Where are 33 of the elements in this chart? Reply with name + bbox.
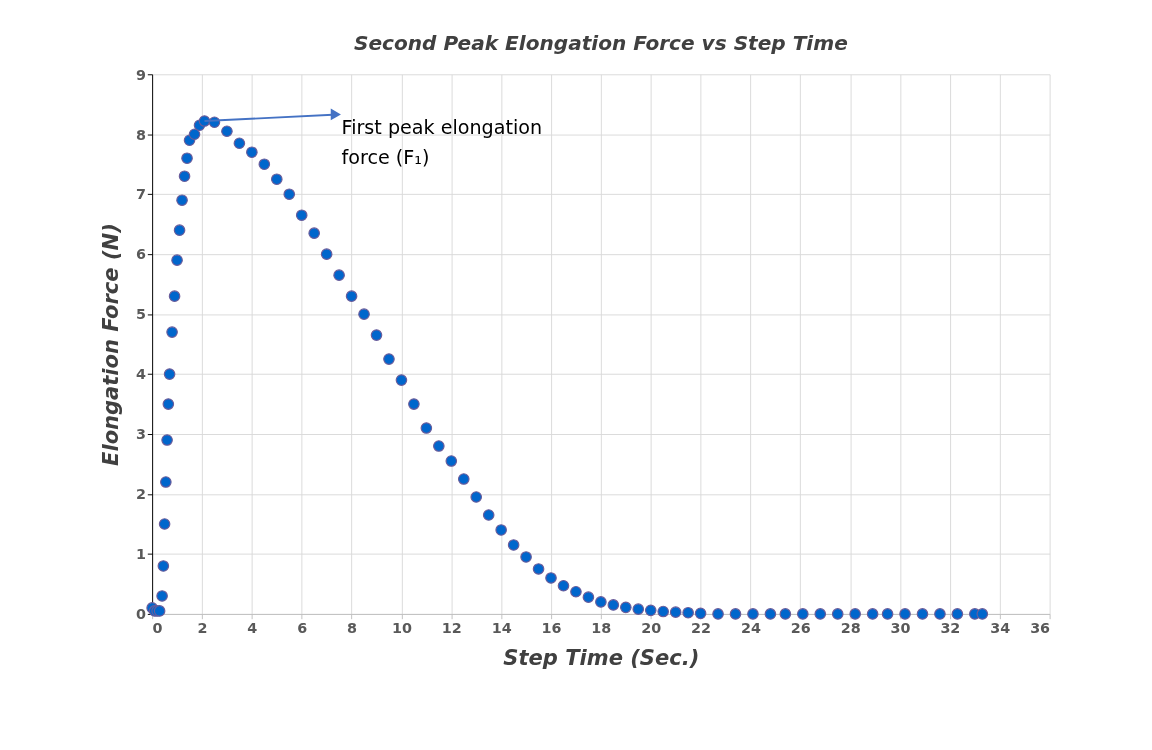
x-tick-label: 36	[1030, 619, 1051, 636]
y-tick-label: 6	[135, 246, 146, 263]
y-tick-label: 8	[135, 126, 146, 143]
x-tick-label: 2	[197, 619, 208, 636]
x-tick-label: 34	[990, 619, 1011, 636]
x-tick-label: 0	[152, 619, 163, 636]
x-tick-label: 4	[247, 619, 258, 636]
x-tick-label: 16	[541, 619, 562, 636]
y-tick-label: 3	[135, 426, 146, 443]
y-tick-label: 9	[135, 66, 146, 83]
y-tick-label: 7	[135, 186, 146, 203]
x-tick-label: 10	[391, 619, 412, 636]
x-tick-label: 30	[890, 619, 911, 636]
x-tick-label: 12	[441, 619, 462, 636]
x-tick-label: 22	[691, 619, 712, 636]
annotation: First peak elongation force (F₁)	[341, 115, 543, 170]
x-tick-label: 18	[591, 619, 612, 636]
x-axis-title: Step Time (Sec.)	[503, 645, 700, 671]
x-tick-label: 28	[840, 619, 861, 636]
x-tick-label: 26	[790, 619, 811, 636]
x-tick-label: 20	[641, 619, 662, 636]
x-tick-label: 8	[347, 619, 358, 636]
x-tick-label: 24	[740, 619, 761, 636]
x-tick-label: 6	[297, 619, 308, 636]
y-tick-label: 4	[135, 366, 146, 383]
chart-title: Second Peak Elongation Force vs Step Time	[353, 31, 848, 56]
y-tick-label: 2	[135, 486, 146, 503]
x-tick-label: 14	[491, 619, 512, 636]
y-axis-title: Elongation Force (N)	[97, 223, 123, 466]
y-tick-label: 0	[135, 606, 146, 623]
x-tick-label: 32	[940, 619, 961, 636]
y-tick-label: 1	[135, 546, 146, 563]
y-tick-label: 5	[135, 306, 146, 323]
